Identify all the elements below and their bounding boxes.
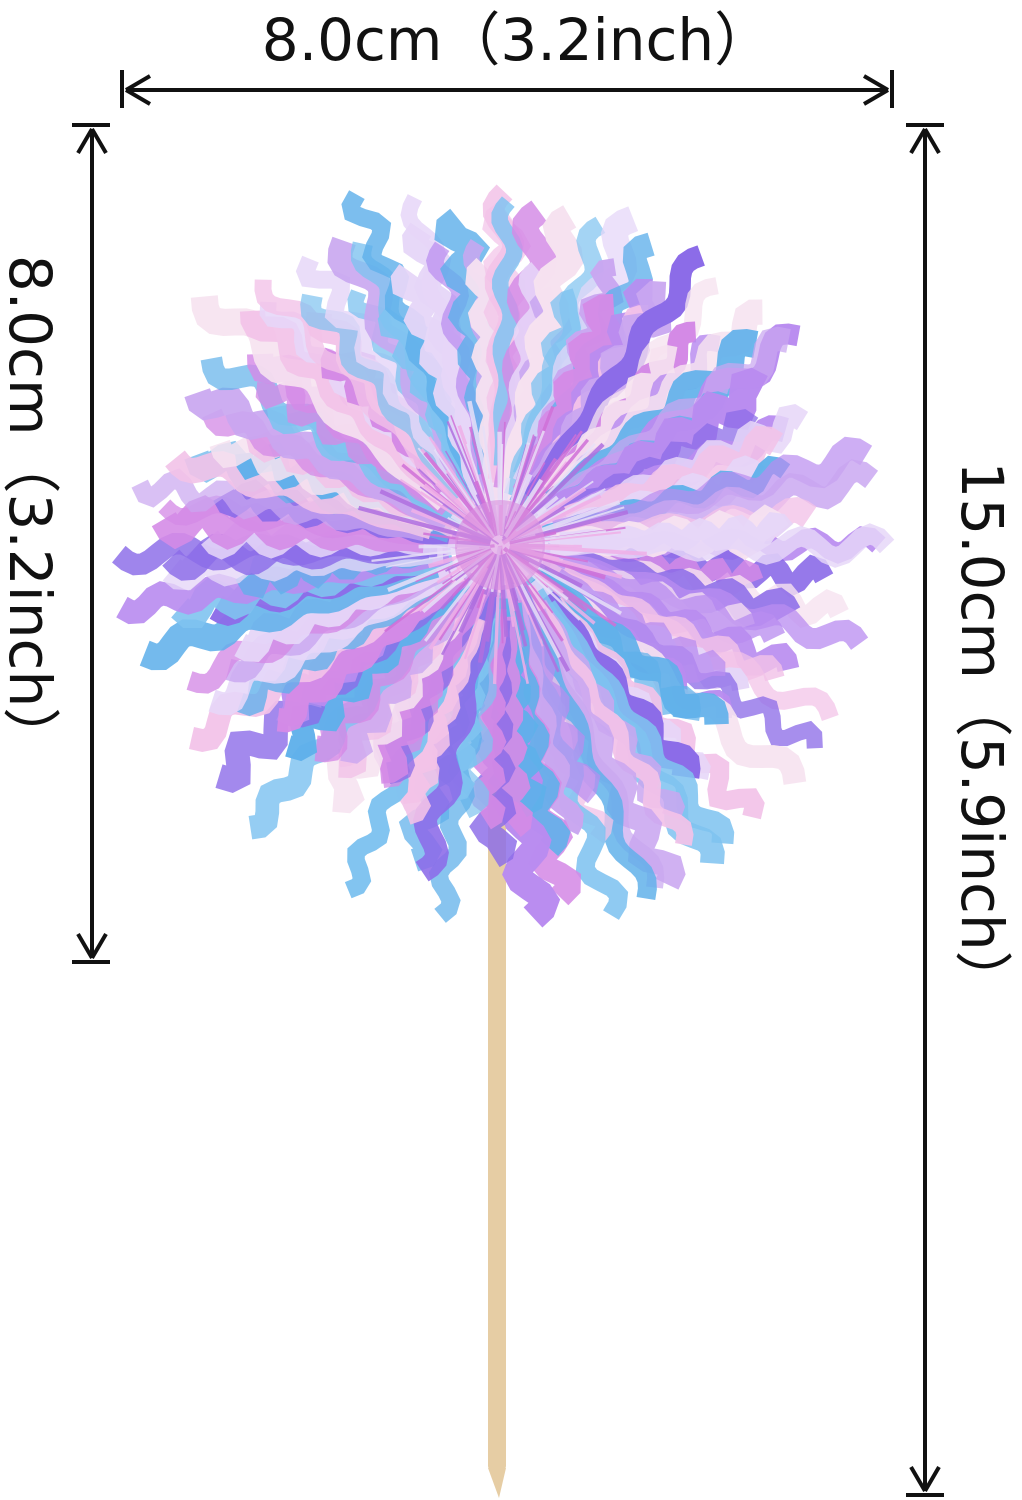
arrowheads — [76, 127, 108, 960]
total-height-label: 15.0cm（5.9inch） — [948, 461, 1016, 1008]
tinsel-strip — [498, 205, 584, 496]
head-height-label: 8.0cm（3.2inch） — [0, 255, 64, 765]
tinsel-core — [358, 400, 647, 685]
wooden-stick — [488, 780, 506, 1470]
width-label: 8.0cm（3.2inch） — [262, 6, 772, 74]
width-dimension: 8.0cm（3.2inch） — [120, 6, 894, 108]
tinsel-flower-topper — [112, 184, 895, 1498]
tinsel-center — [455, 500, 545, 590]
total-height-dimension: 15.0cm（5.9inch） — [906, 123, 1016, 1497]
head-height-dimension: 8.0cm（3.2inch） — [0, 123, 110, 964]
arrowheads — [909, 127, 941, 1493]
tinsel-strips — [112, 184, 895, 928]
stick-tip — [488, 1468, 506, 1498]
arrowheads — [124, 74, 890, 106]
tinsel-strip — [542, 523, 895, 568]
